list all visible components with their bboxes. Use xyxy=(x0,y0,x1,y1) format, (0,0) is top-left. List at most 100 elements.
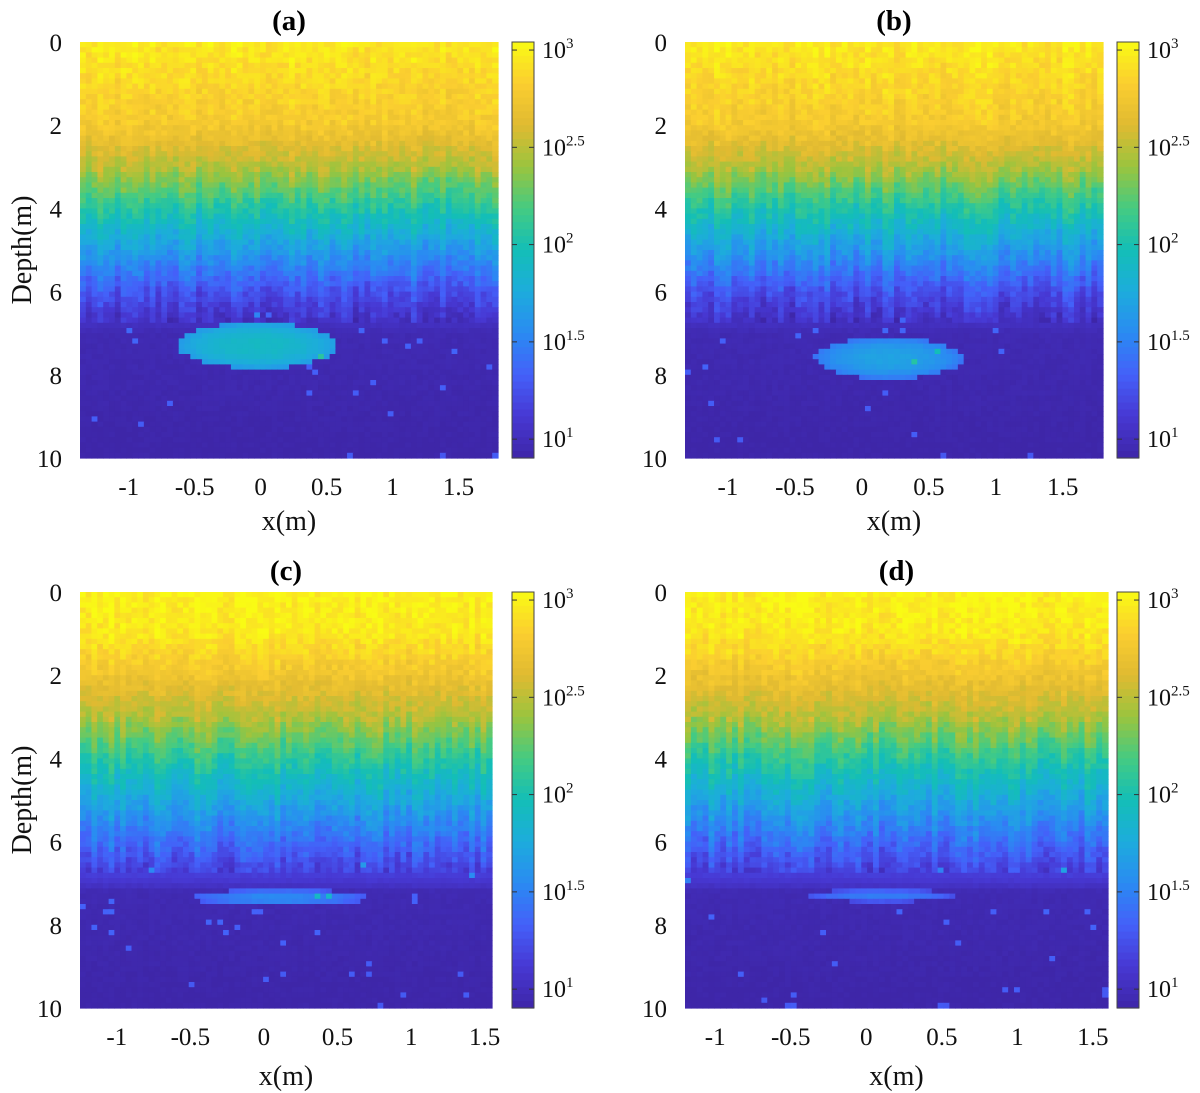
heatmap-cell xyxy=(248,167,254,173)
heatmap-cell xyxy=(364,156,370,162)
heatmap-cell xyxy=(260,125,266,131)
heatmap-cell xyxy=(475,73,481,79)
heatmap-cell xyxy=(237,78,243,84)
heatmap-cell xyxy=(214,234,220,240)
heatmap-cell xyxy=(364,151,370,157)
heatmap-cell xyxy=(394,68,400,74)
heatmap-cell xyxy=(353,151,359,157)
heatmap-cell xyxy=(440,52,446,58)
heatmap-cell xyxy=(167,167,173,173)
heatmap-cell xyxy=(289,255,295,261)
heatmap-cell xyxy=(330,214,336,220)
heatmap-cell xyxy=(97,151,103,157)
heatmap-cell xyxy=(161,177,167,183)
heatmap-cell xyxy=(237,224,243,230)
heatmap-cell xyxy=(266,47,272,53)
heatmap-cell xyxy=(243,104,249,110)
heatmap-cell xyxy=(138,58,144,64)
heatmap-cell xyxy=(277,63,283,69)
heatmap-cell xyxy=(423,240,429,246)
heatmap-cell xyxy=(103,214,109,220)
heatmap-cell xyxy=(92,234,98,240)
heatmap-cell xyxy=(405,193,411,199)
heatmap-cell xyxy=(411,203,417,209)
heatmap-cell xyxy=(167,172,173,178)
heatmap-cell xyxy=(196,94,202,100)
heatmap-cell xyxy=(283,167,289,173)
heatmap-cell xyxy=(376,110,382,116)
heatmap-cell xyxy=(463,125,469,131)
heatmap-cell xyxy=(289,188,295,194)
heatmap-cell xyxy=(399,136,405,142)
heatmap-cell xyxy=(440,208,446,214)
heatmap-cell xyxy=(405,136,411,142)
heatmap-cell xyxy=(266,151,272,157)
heatmap-cell xyxy=(225,188,231,194)
heatmap-cell xyxy=(144,130,150,136)
heatmap-cell xyxy=(364,125,370,131)
heatmap-cell xyxy=(208,255,214,261)
heatmap-cell xyxy=(185,234,191,240)
heatmap-cell xyxy=(382,156,388,162)
heatmap-cell xyxy=(283,151,289,157)
heatmap-cell xyxy=(388,151,394,157)
heatmap-cell xyxy=(318,136,324,142)
heatmap-cell xyxy=(359,130,365,136)
heatmap-cell xyxy=(364,255,370,261)
heatmap-cell xyxy=(202,167,208,173)
heatmap-cell xyxy=(353,240,359,246)
heatmap-cell xyxy=(109,94,115,100)
heatmap-cell xyxy=(301,151,307,157)
heatmap-cell xyxy=(138,136,144,142)
heatmap-cell xyxy=(341,234,347,240)
heatmap-cell xyxy=(301,255,307,261)
heatmap-cell xyxy=(295,63,301,69)
heatmap-cell xyxy=(132,224,138,230)
heatmap-cell xyxy=(132,84,138,90)
heatmap-cell xyxy=(335,58,341,64)
heatmap-cell xyxy=(440,63,446,69)
heatmap-cell xyxy=(452,156,458,162)
heatmap-cell xyxy=(121,188,127,194)
heatmap-cell xyxy=(463,198,469,204)
heatmap-cell xyxy=(347,198,353,204)
heatmap-cell xyxy=(260,177,266,183)
heatmap-cell xyxy=(254,162,260,168)
heatmap-cell xyxy=(457,78,463,84)
heatmap-cell xyxy=(306,208,312,214)
heatmap-cell xyxy=(121,240,127,246)
heatmap-cell xyxy=(492,146,498,152)
heatmap-cell xyxy=(388,214,394,220)
heatmap-cell xyxy=(260,193,266,199)
heatmap-cell xyxy=(469,255,475,261)
heatmap-cell xyxy=(289,162,295,168)
heatmap-cell xyxy=(370,52,376,58)
heatmap-cell xyxy=(347,89,353,95)
heatmap-cell xyxy=(266,73,272,79)
heatmap-cell xyxy=(405,219,411,225)
heatmap-cell xyxy=(179,68,185,74)
heatmap-cell xyxy=(231,104,237,110)
heatmap-cell xyxy=(382,78,388,84)
heatmap-cell xyxy=(167,52,173,58)
heatmap-cell xyxy=(382,94,388,100)
heatmap-cell xyxy=(208,68,214,74)
heatmap-cell xyxy=(121,63,127,69)
heatmap-cell xyxy=(318,110,324,116)
heatmap-cell xyxy=(277,219,283,225)
heatmap-cell xyxy=(150,162,156,168)
heatmap-cell xyxy=(109,240,115,246)
heatmap-cell xyxy=(80,130,86,136)
heatmap-cell xyxy=(144,136,150,142)
heatmap-cell xyxy=(289,224,295,230)
heatmap-cell xyxy=(388,104,394,110)
heatmap-cell xyxy=(318,214,324,220)
heatmap-cell xyxy=(434,182,440,188)
heatmap-cell xyxy=(376,125,382,131)
heatmap-cell xyxy=(324,162,330,168)
heatmap-cell xyxy=(109,214,115,220)
heatmap-cell xyxy=(248,182,254,188)
heatmap-cell xyxy=(394,120,400,126)
heatmap-cell xyxy=(417,208,423,214)
heatmap-cell xyxy=(115,63,121,69)
